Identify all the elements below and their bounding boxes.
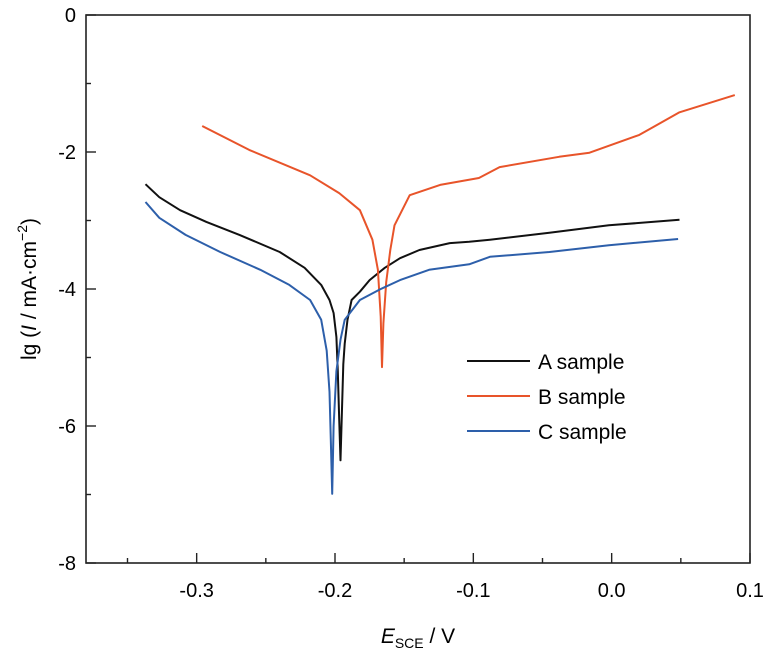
x-tick-label: 0.0: [598, 580, 626, 602]
y-tick-label: -4: [58, 279, 76, 301]
x-tick-label: -0.3: [179, 580, 213, 602]
plot-frame: [85, 14, 751, 564]
y-axis-title: lg (I / mA·cm−2): [14, 218, 41, 360]
y-tick-label: -8: [58, 553, 76, 575]
y-tick-label: -2: [58, 142, 76, 164]
series-line-c-sample: [144, 201, 679, 495]
series-line-b-sample: [201, 94, 736, 369]
x-axis-title: ESCE / V: [381, 625, 455, 651]
legend-item: A sample: [467, 351, 624, 374]
legend-item: C sample: [467, 421, 627, 444]
y-tick-label: 0: [65, 5, 76, 27]
x-tick-label: -0.2: [318, 580, 352, 602]
legend-item: B sample: [467, 386, 626, 409]
y-tick-label: -6: [58, 416, 76, 438]
legend-label: A sample: [538, 351, 624, 374]
legend-label: C sample: [538, 421, 627, 444]
x-tick-label: -0.1: [456, 580, 490, 602]
legend-label: B sample: [538, 386, 626, 409]
legend: A sample B sample C sample: [467, 351, 627, 444]
x-tick-label: 0.1: [736, 580, 764, 602]
series-line-a-sample: [144, 183, 680, 462]
